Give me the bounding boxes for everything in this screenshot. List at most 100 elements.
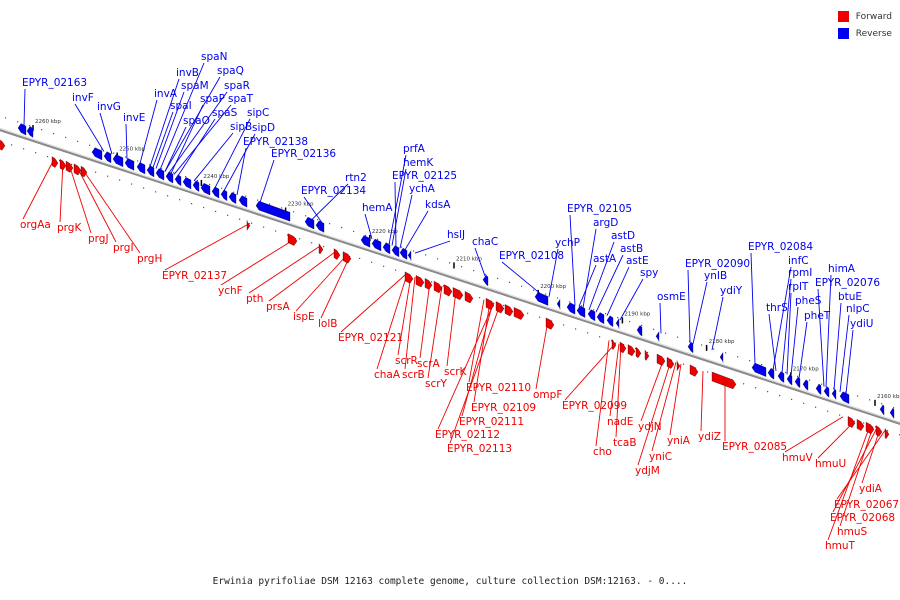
gene-label-phet[interactable]: pheT [804, 310, 831, 322]
reverse-gene-arrow[interactable] [382, 242, 391, 255]
gene-label-kdsa[interactable]: kdsA [425, 199, 451, 211]
gene-label-rtn2[interactable]: rtn2 [345, 172, 367, 184]
forward-gene-arrow[interactable] [513, 307, 525, 320]
gene-label-scrk[interactable]: scrK [444, 366, 468, 378]
forward-gene-arrow[interactable] [464, 291, 474, 304]
forward-gene-arrow[interactable] [644, 349, 650, 361]
gene-label-thrs[interactable]: thrS [766, 302, 788, 314]
gene-label-scrb[interactable]: scrB [402, 369, 425, 381]
gene-label-pth[interactable]: pth [246, 293, 263, 305]
gene-label-nade[interactable]: nadE [607, 416, 633, 428]
forward-gene-arrow[interactable] [443, 284, 453, 297]
gene-label-hmus[interactable]: hmuS [837, 526, 868, 538]
forward-gene-arrow[interactable] [73, 163, 82, 176]
gene-label-ispe[interactable]: ispE [293, 311, 315, 323]
forward-gene-arrow[interactable] [415, 275, 425, 288]
reverse-gene-arrow[interactable] [751, 362, 767, 377]
gene-label-epyr_02113[interactable]: EPYR_02113 [447, 443, 512, 455]
reverse-gene-arrow[interactable] [879, 404, 885, 416]
gene-label-epyr_02085[interactable]: EPYR_02085 [722, 441, 787, 453]
gene-label-epyr_02125[interactable]: EPYR_02125 [392, 170, 457, 182]
gene-label-scry[interactable]: scrY [425, 378, 448, 390]
gene-label-spas[interactable]: spaS [212, 107, 238, 119]
reverse-gene-arrow[interactable] [220, 189, 228, 201]
reverse-gene-arrow[interactable] [606, 315, 614, 327]
reverse-gene-arrow[interactable] [200, 183, 211, 196]
forward-gene-arrow[interactable] [485, 298, 495, 311]
gene-label-asta[interactable]: astA [593, 253, 617, 265]
reverse-gene-arrow[interactable] [786, 374, 793, 386]
gene-label-ynib[interactable]: ynIB [704, 270, 727, 282]
reverse-gene-arrow[interactable] [615, 318, 620, 329]
reverse-gene-arrow[interactable] [831, 388, 837, 400]
reverse-gene-arrow[interactable] [112, 154, 124, 168]
reverse-gene-arrow[interactable] [482, 275, 489, 287]
forward-gene-arrow[interactable] [51, 156, 59, 168]
gene-label-epyr_02105[interactable]: EPYR_02105 [567, 203, 632, 215]
reverse-gene-arrow[interactable] [636, 325, 643, 337]
gene-label-cho[interactable]: cho [593, 446, 612, 458]
reverse-gene-arrow[interactable] [238, 195, 248, 208]
gene-label-ynic[interactable]: yniC [649, 451, 672, 463]
forward-gene-arrow[interactable] [676, 360, 681, 372]
forward-gene-arrow[interactable] [545, 317, 555, 330]
reverse-gene-arrow[interactable] [304, 216, 315, 230]
gene-label-prfa[interactable]: prfA [403, 143, 426, 155]
gene-label-argd[interactable]: argD [593, 217, 618, 229]
gene-label-sipc[interactable]: sipC [247, 107, 269, 119]
gene-label-ychf[interactable]: ychF [218, 285, 243, 297]
forward-gene-arrow[interactable] [627, 344, 636, 357]
reverse-gene-arrow[interactable] [889, 407, 895, 419]
reverse-gene-arrow[interactable] [26, 126, 34, 138]
gene-label-hima[interactable]: himA [828, 263, 856, 275]
forward-gene-arrow[interactable] [689, 364, 699, 377]
gene-label-aste[interactable]: astE [626, 255, 649, 267]
forward-gene-arrow[interactable] [666, 357, 675, 369]
gene-label-ydjn[interactable]: ydjN [638, 421, 662, 433]
forward-gene-arrow[interactable] [856, 419, 865, 431]
reverse-gene-arrow[interactable] [103, 151, 112, 164]
reverse-gene-arrow[interactable] [165, 171, 174, 184]
gene-label-sipd[interactable]: sipD [252, 122, 275, 134]
reverse-gene-arrow[interactable] [146, 165, 155, 178]
reverse-gene-arrow[interactable] [566, 302, 576, 315]
gene-label-epyr_02121[interactable]: EPYR_02121 [338, 332, 403, 344]
reverse-gene-arrow[interactable] [124, 158, 135, 171]
reverse-gene-arrow[interactable] [407, 250, 412, 261]
reverse-gene-arrow[interactable] [136, 162, 146, 175]
reverse-gene-arrow[interactable] [596, 312, 605, 325]
gene-label-ydjm[interactable]: ydjM [635, 465, 660, 477]
reverse-gene-arrow[interactable] [211, 186, 220, 199]
gene-label-ynia[interactable]: yniA [667, 435, 691, 447]
gene-label-hmuv[interactable]: hmuV [782, 452, 814, 464]
forward-gene-arrow[interactable] [246, 220, 251, 231]
gene-label-epyr_02109[interactable]: EPYR_02109 [471, 402, 536, 414]
gene-label-ycha[interactable]: ychA [409, 183, 436, 195]
gene-label-astb[interactable]: astB [620, 243, 643, 255]
forward-gene-arrow[interactable] [504, 304, 514, 317]
reverse-gene-arrow[interactable] [391, 245, 400, 258]
gene-label-ydiu[interactable]: ydiU [850, 318, 873, 330]
gene-label-epyr_02084[interactable]: EPYR_02084 [748, 241, 813, 253]
reverse-gene-arrow[interactable] [687, 341, 694, 354]
gene-label-ydiy[interactable]: ydiY [720, 285, 743, 297]
gene-label-infc[interactable]: infC [788, 255, 809, 267]
gene-label-prsa[interactable]: prsA [266, 301, 290, 313]
reverse-gene-arrow[interactable] [534, 292, 549, 306]
gene-label-epyr_02108[interactable]: EPYR_02108 [499, 250, 564, 262]
gene-label-phes[interactable]: pheS [795, 295, 822, 307]
gene-label-inve[interactable]: invE [123, 112, 145, 124]
gene-label-epyr_02137[interactable]: EPYR_02137 [162, 270, 227, 282]
gene-label-epyr_02163[interactable]: EPYR_02163 [22, 77, 87, 89]
forward-gene-arrow[interactable] [287, 233, 298, 246]
forward-gene-arrow[interactable] [65, 160, 74, 173]
forward-gene-arrow[interactable] [318, 243, 324, 255]
gene-label-ompf[interactable]: ompF [533, 389, 562, 401]
forward-gene-arrow[interactable] [847, 416, 856, 428]
forward-gene-arrow[interactable] [611, 338, 617, 350]
reverse-gene-arrow[interactable] [315, 220, 325, 233]
gene-label-epyr_02076[interactable]: EPYR_02076 [815, 277, 880, 289]
reverse-gene-arrow[interactable] [777, 371, 785, 383]
reverse-gene-arrow[interactable] [192, 180, 200, 192]
reverse-gene-arrow[interactable] [556, 298, 561, 310]
